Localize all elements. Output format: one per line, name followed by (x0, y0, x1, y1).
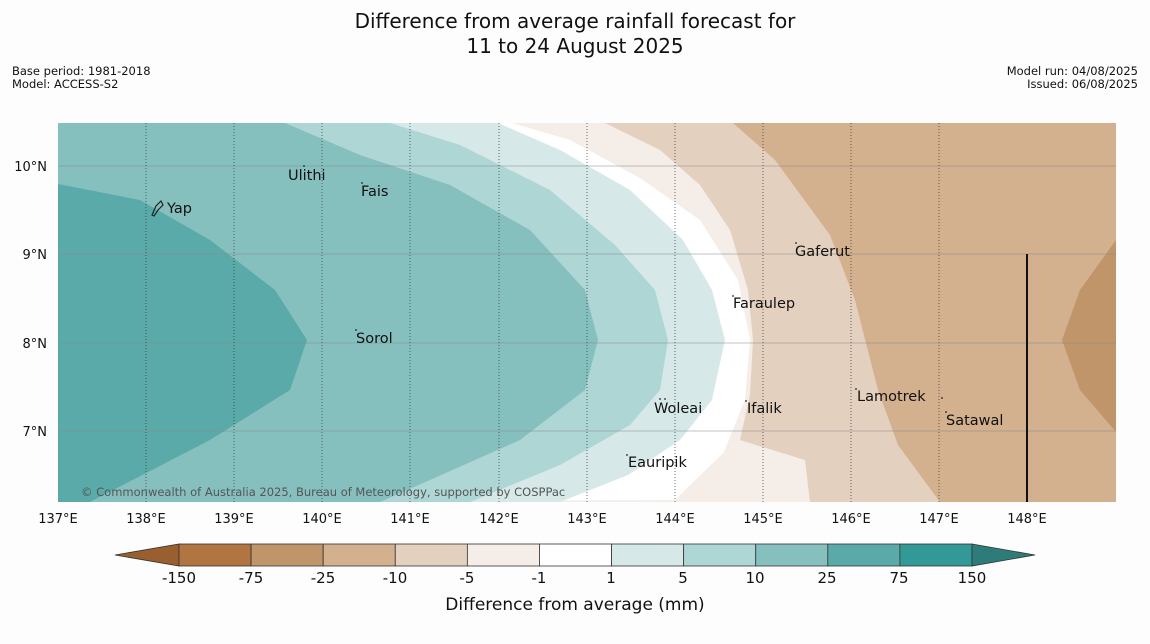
colorbar-box (178, 543, 252, 567)
lat-tick: 9°N (23, 248, 48, 263)
colorbar-tick-labels: -150 -75 -25 -10 -5 -1 1 5 10 25 75 150 (162, 569, 986, 587)
lat-tick: 10°N (14, 160, 47, 175)
colorbar-tick: 25 (817, 569, 836, 587)
place-label-eauripik: Eauripik (628, 455, 687, 471)
colorbar-tick: -75 (239, 569, 264, 587)
colorbar-box (394, 543, 468, 567)
band-minus75 (1062, 240, 1116, 432)
colorbar-tick: -1 (532, 569, 547, 587)
colorbar-boxes (178, 543, 973, 567)
model-text: Model: ACCESS-S2 (12, 77, 119, 91)
lon-tick: 139°E (214, 512, 254, 527)
lon-tick: 143°E (567, 512, 607, 527)
lat-tick-labels: 10°N 9°N 8°N 7°N (14, 160, 47, 440)
place-label-yap: Yap (166, 201, 192, 217)
base-period-text: Base period: 1981-2018 (12, 64, 151, 78)
colorbar-box (322, 543, 396, 567)
place-label-ifalik: Ifalik (747, 401, 782, 417)
colorbar-tick: -10 (383, 569, 408, 587)
place-label-ulithi: Ulithi (288, 168, 326, 184)
lon-tick: 146°E (831, 512, 871, 527)
map-area: Yap Ulithi Fais Sorol Gaferut Faraulep W… (58, 123, 1116, 502)
colorbar-box (683, 543, 757, 567)
colorbar-box (250, 543, 324, 567)
place-label-fais: Fais (361, 184, 388, 200)
lon-tick: 138°E (126, 512, 166, 527)
lon-tick: 137°E (38, 512, 78, 527)
place-label-faraulep: Faraulep (733, 296, 795, 312)
lon-tick: 140°E (302, 512, 342, 527)
lat-tick: 7°N (23, 425, 48, 440)
colorbar-tick: 75 (889, 569, 908, 587)
colorbar-box (755, 543, 829, 567)
colorbar-box (611, 543, 685, 567)
colorbar-tick: 150 (958, 569, 987, 587)
place-label-lamotrek: Lamotrek (857, 389, 926, 405)
copyright-notice: © Commonwealth of Australia 2025, Bureau… (81, 485, 565, 499)
lat-tick: 8°N (23, 337, 48, 352)
lon-gridlines (145, 123, 940, 502)
lon-tick: 147°E (919, 512, 959, 527)
colorbar-tick: -150 (162, 569, 196, 587)
lon-tick: 145°E (743, 512, 783, 527)
yap-island-outline (151, 199, 164, 217)
lon-tick-labels: 137°E 138°E 139°E 140°E 141°E 142°E 143°… (38, 512, 1047, 527)
colorbar-title: Difference from average (mm) (445, 595, 704, 615)
place-label-satawal: Satawal (946, 413, 1003, 429)
colorbar-tick: 5 (678, 569, 688, 587)
map-title-line1: Difference from average rainfall forecas… (354, 9, 796, 33)
colorbar: -150 -75 -25 -10 -5 -1 1 5 10 25 75 150 … (114, 543, 1036, 615)
place-labels: Yap Ulithi Fais Sorol Gaferut Faraulep W… (166, 168, 1003, 471)
place-label-gaferut: Gaferut (795, 244, 850, 260)
lon-tick: 144°E (655, 512, 695, 527)
place-label-sorol: Sorol (356, 331, 393, 347)
lon-tick: 148°E (1007, 512, 1047, 527)
colorbar-tick: -25 (311, 569, 336, 587)
colorbar-extend-high (971, 543, 1036, 567)
colorbar-box (466, 543, 540, 567)
colorbar-box (899, 543, 973, 567)
model-run-text: Model run: 04/08/2025 (1006, 64, 1138, 78)
lon-tick: 141°E (390, 512, 430, 527)
issued-text: Issued: 06/08/2025 (1027, 77, 1138, 91)
island-dots (303, 165, 947, 456)
colorbar-tick: -5 (460, 569, 475, 587)
meta-right: Model run: 04/08/2025 Issued: 06/08/2025 (1007, 65, 1138, 91)
lon-tick: 142°E (479, 512, 519, 527)
map-title-line2: 11 to 24 August 2025 (466, 34, 684, 58)
colorbar-tick: 10 (745, 569, 764, 587)
meta-left: Base period: 1981-2018 Model: ACCESS-S2 (12, 65, 151, 91)
colorbar-box (827, 543, 901, 567)
colorbar-extend-low (114, 543, 180, 567)
place-label-woleai: Woleai (654, 401, 702, 417)
colorbar-box (539, 543, 612, 567)
colorbar-tick: 1 (606, 569, 616, 587)
